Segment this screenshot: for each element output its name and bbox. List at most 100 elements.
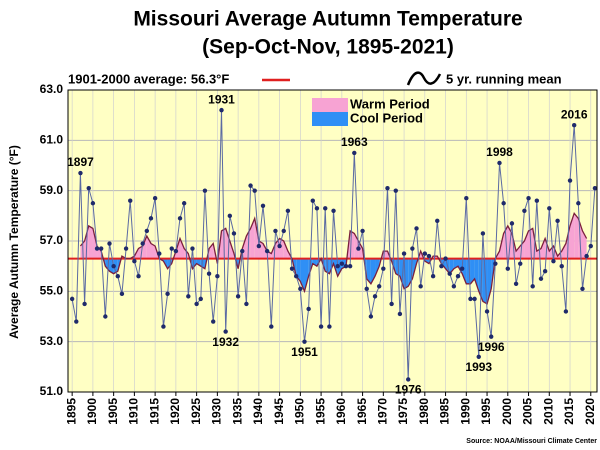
- temperature-point: [555, 218, 560, 224]
- temperature-point: [551, 258, 556, 264]
- temperature-point: [173, 248, 179, 254]
- temperature-point: [563, 309, 569, 314]
- y-tick-label: 55.0: [40, 284, 64, 298]
- temperature-point: [157, 251, 162, 256]
- temperature-point: [161, 324, 166, 329]
- temperature-point: [447, 271, 452, 276]
- temperature-point: [256, 243, 262, 249]
- temperature-point: [567, 178, 573, 183]
- y-tick-label: 57.0: [40, 233, 64, 247]
- running-mean-line: [79, 211, 588, 305]
- y-tick-label: 63.0: [40, 82, 64, 96]
- x-tick-label: 1895: [64, 398, 78, 425]
- legend-swatch: [406, 71, 442, 86]
- annotation: 1951: [291, 345, 318, 359]
- x-tick-label: 1925: [189, 398, 203, 425]
- temperature-point: [571, 123, 577, 128]
- temperature-point: [293, 274, 299, 279]
- temperature-point: [360, 228, 365, 234]
- annotation: 1932: [212, 335, 239, 349]
- temperature-point: [468, 296, 473, 302]
- warm-fill: [254, 218, 259, 259]
- warm-fill: [250, 218, 255, 259]
- annotation: 2016: [561, 107, 588, 121]
- temperature-point: [140, 241, 145, 246]
- cool-fill: [474, 258, 479, 292]
- temperature-point: [435, 218, 440, 224]
- temperature-point: [472, 296, 477, 302]
- x-tick-label: 1945: [272, 398, 286, 425]
- temperature-point: [576, 201, 581, 206]
- temperature-point: [94, 246, 100, 251]
- temperature-point: [526, 196, 531, 201]
- temperature-point: [406, 377, 411, 382]
- temperature-point: [215, 274, 220, 279]
- temperature-point: [132, 258, 137, 264]
- temperature-point: [381, 266, 386, 271]
- legend-label: 1901-2000 average: 56.3°F: [68, 71, 229, 86]
- legend-label: 5 yr. running mean: [446, 71, 562, 86]
- temperature-point: [244, 301, 249, 307]
- temperature-point: [393, 188, 398, 193]
- temperature-point: [347, 263, 353, 269]
- warm-fill: [524, 230, 529, 259]
- annotation: 1963: [341, 135, 368, 149]
- temperature-point: [505, 266, 510, 271]
- temperature-point: [372, 294, 378, 299]
- x-tick-label: 1970: [375, 398, 389, 425]
- cool-fill: [449, 258, 454, 274]
- temperature-point: [509, 221, 515, 226]
- temperature-point: [211, 319, 216, 324]
- temperature-point: [314, 206, 320, 211]
- temperature-point: [277, 243, 282, 249]
- temperature-point: [74, 319, 79, 324]
- warm-fill: [540, 238, 546, 259]
- temperature-point: [418, 284, 423, 289]
- temperature-point: [198, 296, 203, 302]
- temperature-point: [190, 246, 195, 251]
- x-tick-label: 1940: [251, 398, 265, 425]
- temperature-point: [181, 201, 187, 206]
- legend-swatch: [312, 112, 348, 126]
- warm-fill: [283, 241, 288, 259]
- temperature-point: [136, 274, 141, 279]
- temperature-point: [464, 196, 469, 201]
- x-tick-label: 1920: [168, 398, 182, 425]
- temperature-point: [588, 243, 593, 249]
- x-tick-label: 1975: [396, 398, 410, 425]
- temperature-point: [414, 226, 419, 231]
- temperature-point: [489, 334, 494, 339]
- legend-label: Cool Period: [350, 110, 423, 125]
- temperature-point: [310, 198, 315, 203]
- x-tick-label: 2000: [500, 398, 514, 425]
- x-tick-label: 1980: [417, 398, 431, 425]
- temperature-point: [206, 271, 212, 276]
- temperature-point: [111, 263, 116, 269]
- x-tick-label: 2015: [562, 398, 576, 425]
- warm-fill: [88, 225, 93, 259]
- x-tick-label: 1990: [458, 398, 472, 425]
- temperature-point: [339, 261, 345, 266]
- temperature-point: [115, 274, 120, 279]
- temperature-point: [397, 311, 403, 317]
- temperature-point: [227, 213, 233, 219]
- temperature-point: [439, 263, 444, 269]
- temperature-point: [302, 339, 307, 344]
- temperature-point: [152, 196, 158, 201]
- legend-swatch: [312, 98, 348, 112]
- cool-fill: [470, 258, 475, 284]
- temperature-point: [368, 314, 374, 319]
- temperature-point: [194, 301, 199, 307]
- y-axis-label: Average Autumn Temperature (°F): [7, 145, 21, 339]
- temperature-point: [123, 246, 129, 251]
- cool-fill: [196, 258, 201, 267]
- cool-fill: [462, 258, 467, 284]
- warm-fill: [209, 243, 214, 259]
- temperature-point: [343, 263, 349, 269]
- warm-fill: [279, 238, 284, 259]
- legend-label: Warm Period: [350, 96, 430, 111]
- temperature-point: [493, 261, 498, 266]
- temperature-point: [69, 296, 75, 302]
- temperature-point: [223, 329, 228, 334]
